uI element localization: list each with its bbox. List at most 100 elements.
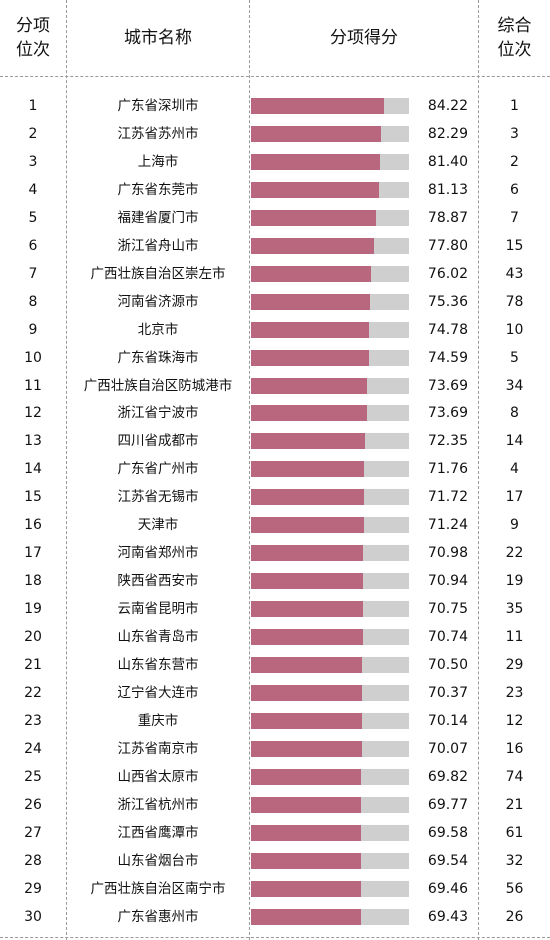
rank-label: 27 <box>24 824 42 841</box>
composite-rank-label: 8 <box>510 405 519 422</box>
category-label: 四川省成都市 <box>117 433 199 450</box>
data-label: 75.36 <box>427 293 468 310</box>
category-label: 江苏省南京市 <box>117 740 199 757</box>
rank-label: 5 <box>28 209 38 226</box>
category-label: 重庆市 <box>137 712 179 729</box>
category-label: 广西壮族自治区防城港市 <box>83 377 233 394</box>
category-label: 山东省青岛市 <box>117 629 199 646</box>
data-label: 78.87 <box>427 209 468 226</box>
category-label: 广东省东莞市 <box>117 181 199 198</box>
composite-rank-label: 43 <box>505 265 524 282</box>
category-label: 广东省惠州市 <box>117 908 199 925</box>
rank-label: 20 <box>24 629 42 646</box>
rank-label: 28 <box>24 852 42 869</box>
rank-label: 25 <box>24 768 42 785</box>
bar <box>251 712 362 729</box>
composite-rank-label: 1 <box>510 98 519 114</box>
composite-rank-label: 3 <box>510 125 519 142</box>
category-label: 山东省烟台市 <box>117 852 199 869</box>
category-label: 北京市 <box>137 321 179 338</box>
bar <box>251 265 372 282</box>
bar <box>251 796 362 813</box>
data-label: 70.74 <box>427 629 468 646</box>
bar <box>251 573 364 590</box>
data-label: 70.94 <box>427 573 468 590</box>
category-label: 浙江省杭州市 <box>117 796 199 813</box>
bar <box>251 98 385 114</box>
bar <box>251 349 369 366</box>
data-label: 74.59 <box>427 349 468 366</box>
data-label: 70.37 <box>427 684 468 701</box>
composite-rank-label: 10 <box>505 321 524 338</box>
composite-rank-label: 11 <box>505 629 524 646</box>
composite-rank-label: 29 <box>505 657 524 673</box>
bar <box>251 740 362 757</box>
rank-label: 11 <box>24 377 42 394</box>
bar <box>251 125 381 142</box>
bar <box>251 768 362 785</box>
composite-rank-label: 19 <box>505 573 524 590</box>
data-label: 70.50 <box>427 657 468 673</box>
data-label: 71.24 <box>427 517 468 534</box>
composite-rank-label: 21 <box>505 796 524 813</box>
composite-rank-label: 15 <box>505 237 524 254</box>
rank-label: 18 <box>24 573 42 590</box>
composite-rank-label: 26 <box>505 908 524 925</box>
data-label: 73.69 <box>427 405 468 422</box>
bar <box>251 377 368 394</box>
header-score: 分项得分 <box>330 28 398 48</box>
rank-label: 7 <box>28 265 38 282</box>
composite-rank-label: 12 <box>505 712 524 729</box>
rank-label: 19 <box>24 601 42 618</box>
bar <box>251 209 376 226</box>
composite-rank-label: 6 <box>510 181 519 198</box>
bar <box>251 824 361 841</box>
composite-rank-label: 14 <box>505 433 524 450</box>
data-label: 69.54 <box>427 852 468 869</box>
rank-label: 15 <box>24 489 42 506</box>
rank-label: 23 <box>24 712 42 729</box>
bar <box>251 293 371 310</box>
category-label: 河南省郑州市 <box>117 545 199 562</box>
data-label: 81.13 <box>427 181 468 198</box>
composite-rank-label: 32 <box>505 852 524 869</box>
composite-rank-label: 78 <box>505 293 524 310</box>
composite-rank-label: 22 <box>505 545 524 562</box>
composite-rank-label: 56 <box>505 880 524 897</box>
bar <box>251 517 364 534</box>
category-label: 江苏省苏州市 <box>117 125 199 142</box>
bar <box>251 433 366 450</box>
rank-label: 21 <box>24 657 42 673</box>
rank-label: 4 <box>28 181 38 198</box>
data-label: 71.76 <box>427 461 468 478</box>
data-label: 76.02 <box>427 265 468 282</box>
column-divider <box>478 0 479 940</box>
category-label: 上海市 <box>137 153 179 170</box>
composite-rank-label: 2 <box>510 153 519 170</box>
composite-rank-label: 74 <box>505 768 524 785</box>
composite-rank-label: 5 <box>510 349 519 366</box>
rank-label: 10 <box>24 349 42 366</box>
header-rank: 分项 位次 <box>16 16 50 60</box>
rank-label: 26 <box>24 796 42 813</box>
category-label: 广西壮族自治区崇左市 <box>90 265 226 282</box>
data-label: 70.07 <box>427 740 468 757</box>
data-label: 72.35 <box>427 433 468 450</box>
category-label: 浙江省宁波市 <box>117 405 199 422</box>
rank-label: 14 <box>24 461 42 478</box>
bar <box>251 852 361 869</box>
rank-label: 6 <box>28 237 38 254</box>
composite-rank-label: 4 <box>510 461 519 478</box>
composite-rank-label: 16 <box>505 740 524 757</box>
bar <box>251 880 361 897</box>
header-composite-rank: 综合 位次 <box>497 16 532 60</box>
data-label: 69.46 <box>427 880 468 897</box>
rank-label: 1 <box>28 98 38 114</box>
category-label: 天津市 <box>137 517 179 534</box>
rank-label: 16 <box>24 517 42 534</box>
data-label: 69.43 <box>427 908 468 925</box>
category-label: 河南省济源市 <box>117 293 199 310</box>
data-label: 69.58 <box>427 824 468 841</box>
data-label: 77.80 <box>427 237 468 254</box>
